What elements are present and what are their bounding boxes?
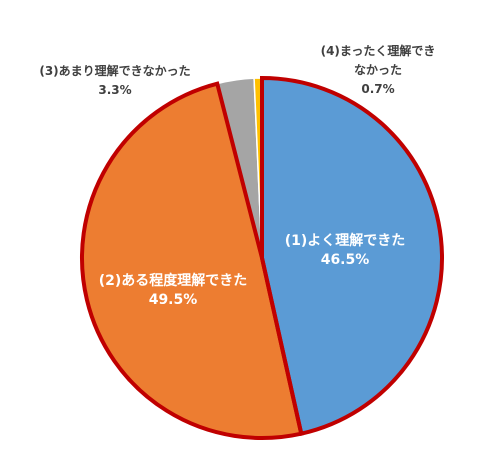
value-label: 46.5% (320, 252, 370, 268)
slice-label: (1)よく理解できた 46.5% (270, 232, 420, 270)
value-label: 49.5% (148, 292, 198, 308)
category-label: (3)あまり理解できなかった (39, 64, 191, 78)
slice-label: (4)まったく理解できなかった 0.7% (318, 42, 438, 99)
category-label: (1)よく理解できた (284, 233, 406, 249)
slice-label: (3)あまり理解できなかった 3.3% (10, 62, 220, 100)
category-label: (2)ある程度理解できた (98, 273, 248, 289)
category-label: (4)まったく理解できなかった (320, 44, 436, 77)
value-label: 0.7% (361, 82, 395, 96)
slice-label: (2)ある程度理解できた 49.5% (78, 272, 268, 310)
slice-outline (80, 81, 304, 440)
value-label: 3.3% (98, 83, 132, 97)
slice-outline (260, 75, 444, 437)
